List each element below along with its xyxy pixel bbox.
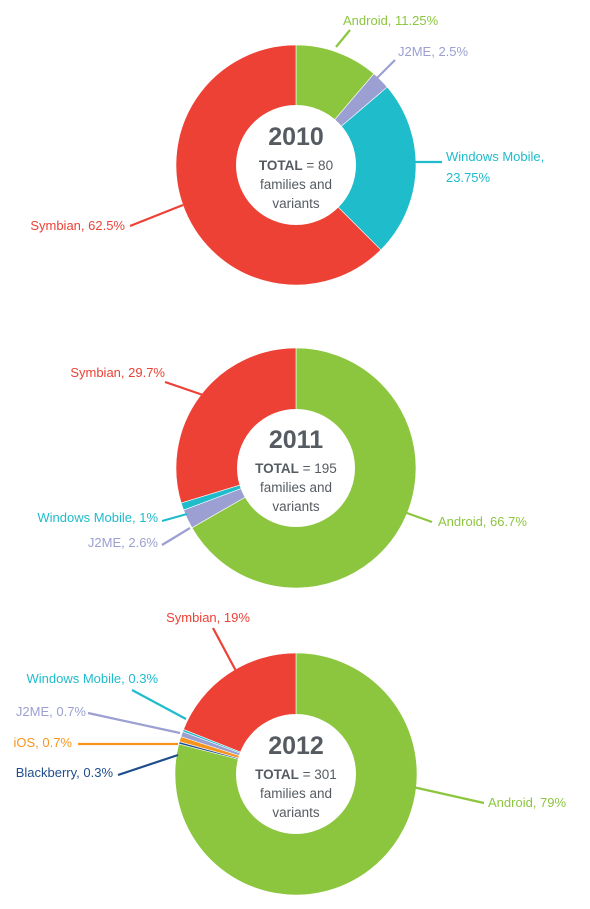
pie-chart-2011: 2011 TOTAL = 195 families and variants Andro… (37, 347, 527, 589)
leader-line-android-2011 (403, 510, 433, 524)
leader-line-symbian-2011 (164, 380, 204, 397)
data-label-blackberry-2012: Blackberry, 0.3% (16, 765, 114, 780)
pie-chart-2010: 2010 TOTAL = 80 families and variants Androi… (30, 13, 544, 286)
leader-line-j2me-2010 (372, 59, 396, 83)
data-label-j2me-2011: J2ME, 2.6% (88, 535, 159, 550)
total-label-2011: TOTAL = 195 (255, 461, 337, 476)
leader-line-j2me-2012 (87, 711, 181, 735)
leader-line-android-2012 (403, 783, 485, 805)
leader-line-android-2010 (335, 29, 351, 48)
data-label-windows-mobile-2012: Windows Mobile, 0.3% (27, 671, 159, 686)
leader-line-symbian-2010 (129, 203, 184, 228)
data-label-android-2010: Android, 11.25% (343, 13, 439, 28)
total-line3-2012: variants (272, 805, 320, 820)
year-label-2011: 2011 (269, 426, 323, 454)
total-line3-2011: variants (272, 499, 320, 514)
data-label-windows-mobile-2011: Windows Mobile, 1% (37, 510, 158, 525)
year-label-2010: 2010 (268, 123, 324, 151)
data-label-android-2011: Android, 66.7% (438, 514, 527, 529)
year-label-2012: 2012 (268, 732, 324, 760)
data-label-j2me-2010: J2ME, 2.5% (398, 44, 469, 59)
data-label-symbian-2012: Symbian, 19% (166, 610, 250, 625)
data-label-symbian-2011: Symbian, 29.7% (70, 365, 165, 380)
total-line2-2011: families and (260, 480, 332, 495)
leader-line-symbian-2012 (212, 627, 237, 672)
donut-hole-2012 (236, 714, 356, 834)
total-label-2010: TOTAL = 80 (259, 158, 333, 173)
slice-windows-mobile-2010 (295, 86, 417, 251)
pie-chart-2012: 2012 TOTAL = 301 families and variants Andro… (13, 610, 566, 896)
total-label-2012: TOTAL = 301 (255, 767, 337, 782)
data-label-windows-mobile-2010: Windows Mobile, 23.75% (446, 149, 544, 185)
leader-line-blackberry-2012 (117, 753, 179, 777)
leader-line-j2me-2011 (161, 527, 191, 546)
leader-line-windows-mobile-2011 (161, 512, 188, 523)
data-label-ios-2012: iOS, 0.7% (13, 735, 72, 750)
total-line2-2012: families and (260, 786, 332, 801)
donut-hole-2011 (237, 409, 355, 527)
leader-line-windows-mobile-2012 (131, 689, 187, 720)
donut-hole-2010 (236, 105, 356, 225)
total-line2-2010: families and (260, 177, 332, 192)
data-label-j2me-2012: J2ME, 0.7% (16, 704, 87, 719)
total-line3-2010: variants (272, 196, 320, 211)
data-label-symbian-2010: Symbian, 62.5% (30, 218, 125, 233)
data-label-android-2012: Android, 79% (488, 795, 566, 810)
